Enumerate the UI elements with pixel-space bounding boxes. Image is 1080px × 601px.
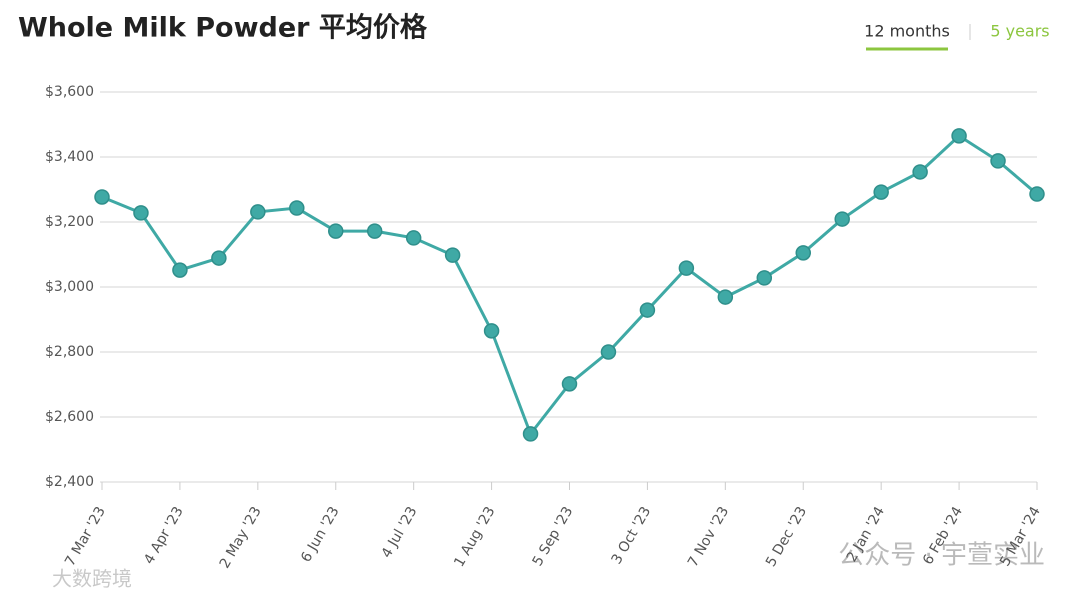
point <box>834 211 850 227</box>
y-tick-label: $2,800 <box>45 344 94 360</box>
tab[interactable]: 12 months <box>864 22 950 41</box>
point <box>483 323 500 339</box>
point <box>912 164 928 180</box>
point <box>366 223 383 239</box>
point <box>250 204 266 220</box>
x-tick-label: 3 Oct '23 <box>609 504 655 567</box>
point <box>990 153 1006 169</box>
point <box>211 250 227 266</box>
point <box>94 189 110 205</box>
point <box>561 376 578 392</box>
point <box>600 344 617 360</box>
y-tick-label: $3,600 <box>45 84 94 100</box>
x-tick-label: 6 Jun '23 <box>298 504 343 565</box>
x-tick-label: 4 Apr '23 <box>141 504 187 567</box>
point <box>405 230 422 246</box>
x-tick-label: 1 Aug '23 <box>451 504 498 570</box>
tab[interactable]: 5 years <box>990 22 1049 41</box>
point <box>756 270 773 286</box>
point <box>133 205 149 221</box>
point <box>328 223 344 239</box>
watermark: 公众号 · 宇萱实业 <box>838 541 1045 571</box>
point <box>289 200 305 216</box>
point <box>1029 186 1045 202</box>
point <box>172 262 188 278</box>
x-tick-label: 5 Dec '23 <box>763 504 810 570</box>
point <box>678 260 695 276</box>
point <box>873 184 889 200</box>
watermark: 大数跨境 <box>52 567 132 591</box>
point <box>795 245 811 261</box>
point <box>951 128 967 144</box>
y-tick-label: $3,400 <box>45 149 94 165</box>
x-tick-label: 5 Sep '23 <box>530 504 577 569</box>
chart-title: Whole Milk Powder 平均价格 <box>18 13 428 44</box>
point <box>717 289 734 305</box>
y-tick-label: $2,400 <box>45 474 94 490</box>
x-tick-label: 4 Jul '23 <box>379 504 421 561</box>
y-tick-label: $3,200 <box>45 214 94 230</box>
y-tick-label: $3,000 <box>45 279 94 295</box>
point <box>522 426 539 442</box>
x-tick-label: 7 Mar '23 <box>62 504 109 569</box>
x-tick-label: 2 May '23 <box>217 504 265 571</box>
point <box>444 247 461 263</box>
y-tick-label: $2,600 <box>45 409 94 425</box>
point <box>639 302 656 318</box>
x-tick-label: 7 Nov '23 <box>685 504 732 570</box>
